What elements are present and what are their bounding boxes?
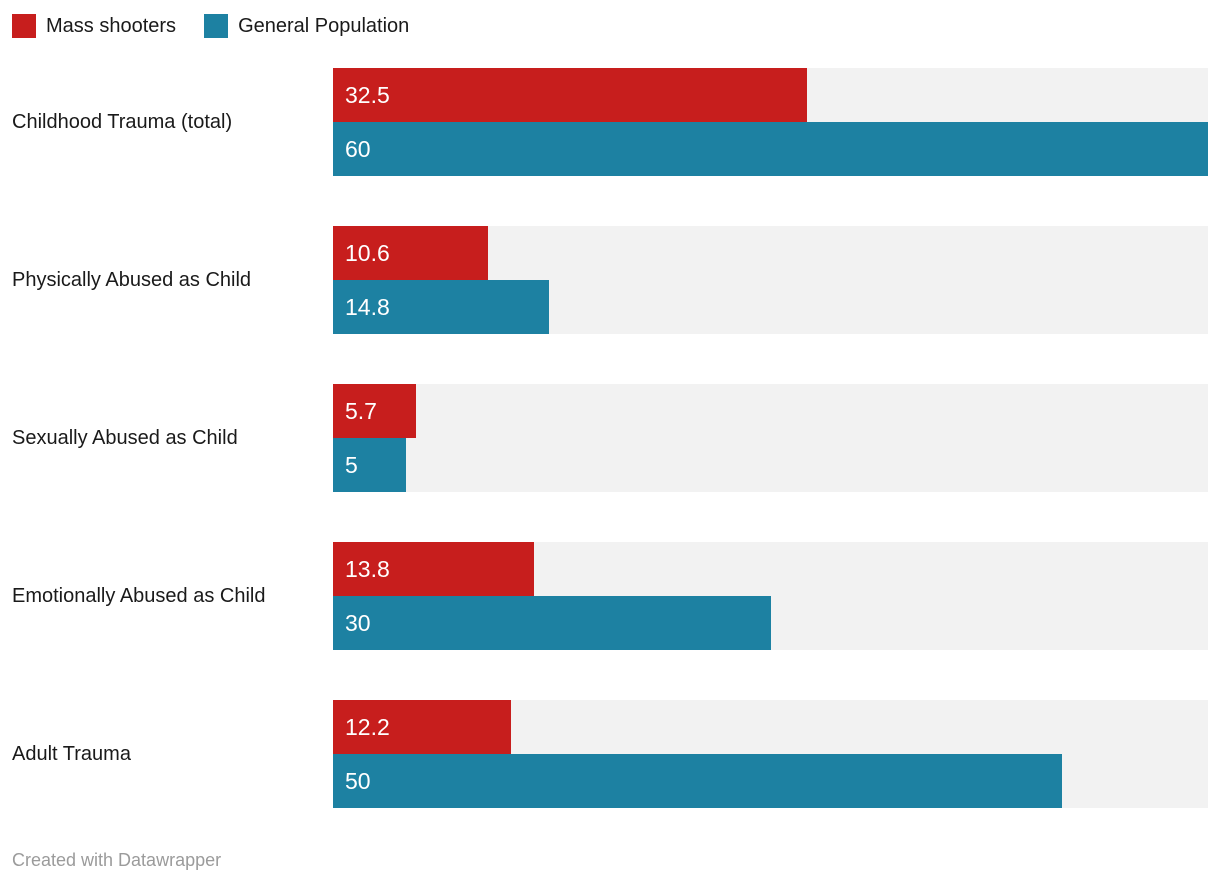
legend-item-label: Mass shooters (46, 15, 177, 37)
bar-mass-shooters[interactable]: 12.2 (333, 700, 511, 754)
bar-general-population[interactable]: 5 (333, 438, 406, 492)
bar-track: 60 (333, 122, 1208, 176)
bar-track: 5.7 (333, 384, 1208, 438)
bar-mass-shooters[interactable]: 5.7 (333, 384, 417, 438)
bar-general-population[interactable]: 14.8 (333, 280, 549, 334)
category-label: Adult Trauma (12, 743, 131, 765)
bar-value-label: 32.5 (345, 81, 390, 108)
bar-track: 32.5 (333, 68, 1208, 122)
bar-value-label: 5.7 (345, 397, 377, 424)
bar-value-label: 5 (345, 451, 358, 478)
category-group: Emotionally Abused as Child 13.8 30 (0, 542, 1220, 650)
category-group: Childhood Trauma (total) 32.5 60 (0, 68, 1220, 176)
category-bars: 5.7 5 (333, 384, 1208, 492)
bar-value-label: 30 (345, 609, 371, 636)
category-label: Childhood Trauma (total) (12, 111, 233, 133)
category-bars: 32.5 60 (333, 68, 1208, 176)
bar-value-label: 12.2 (345, 713, 390, 740)
bar-track: 13.8 (333, 542, 1208, 596)
bar-mass-shooters[interactable]: 10.6 (333, 226, 488, 280)
bar-track: 50 (333, 754, 1208, 808)
legend-swatch-icon (204, 14, 229, 38)
bar-track: 30 (333, 596, 1208, 650)
category-label: Physically Abused as Child (12, 269, 252, 291)
category-label: Emotionally Abused as Child (12, 585, 266, 607)
category-bars: 12.2 50 (333, 700, 1208, 808)
bar-value-label: 14.8 (345, 293, 390, 320)
datawrapper-attribution-link[interactable]: Created with Datawrapper (12, 850, 222, 870)
bar-track: 10.6 (333, 226, 1208, 280)
legend-swatch-icon (12, 14, 36, 38)
bar-value-label: 50 (345, 767, 371, 794)
bar-general-population[interactable]: 50 (333, 754, 1063, 808)
bar-track: 5 (333, 438, 1208, 492)
legend-item: General Population (204, 14, 409, 38)
category-bars: 10.6 14.8 (333, 226, 1208, 334)
bar-mass-shooters[interactable]: 32.5 (333, 68, 807, 122)
bar-value-label: 60 (345, 135, 371, 162)
legend-item: Mass shooters (12, 14, 176, 38)
bar-general-population[interactable]: 30 (333, 596, 771, 650)
bar-chart-body: Childhood Trauma (total) 32.5 60 Physica… (0, 68, 1220, 808)
category-bars: 13.8 30 (333, 542, 1208, 650)
bar-track: 12.2 (333, 700, 1208, 754)
bar-general-population[interactable]: 60 (333, 122, 1208, 176)
category-group: Adult Trauma 12.2 50 (0, 700, 1220, 808)
bar-mass-shooters[interactable]: 13.8 (333, 542, 535, 596)
bar-track: 14.8 (333, 280, 1208, 334)
category-label: Sexually Abused as Child (12, 427, 238, 449)
bar-value-label: 13.8 (345, 555, 390, 582)
legend-item-label: General Population (238, 15, 410, 37)
bar-value-label: 10.6 (345, 239, 390, 266)
category-group: Physically Abused as Child 10.6 14.8 (0, 226, 1220, 334)
category-group: Sexually Abused as Child 5.7 5 (0, 384, 1220, 492)
legend: Mass shooters General Population (0, 0, 1220, 38)
